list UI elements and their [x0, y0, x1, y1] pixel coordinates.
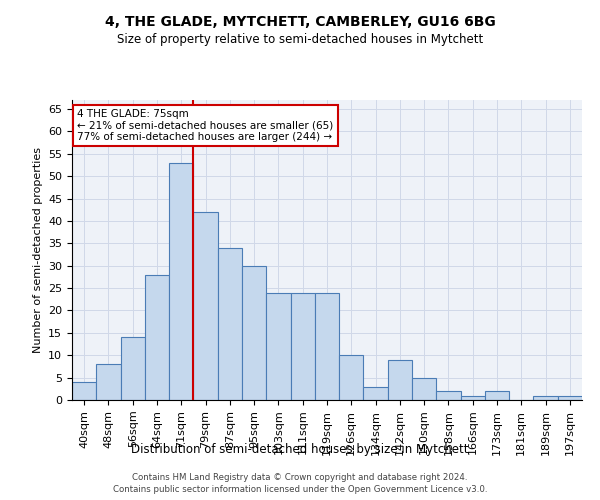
Bar: [193, 212, 218, 400]
Bar: [558, 396, 582, 400]
Bar: [72, 382, 96, 400]
Text: Contains public sector information licensed under the Open Government Licence v3: Contains public sector information licen…: [113, 485, 487, 494]
Bar: [290, 292, 315, 400]
Text: Distribution of semi-detached houses by size in Mytchett: Distribution of semi-detached houses by …: [131, 442, 469, 456]
Text: Contains HM Land Registry data © Crown copyright and database right 2024.: Contains HM Land Registry data © Crown c…: [132, 472, 468, 482]
Bar: [242, 266, 266, 400]
Text: 4 THE GLADE: 75sqm
← 21% of semi-detached houses are smaller (65)
77% of semi-de: 4 THE GLADE: 75sqm ← 21% of semi-detache…: [77, 109, 334, 142]
Text: Size of property relative to semi-detached houses in Mytchett: Size of property relative to semi-detach…: [117, 32, 483, 46]
Bar: [145, 274, 169, 400]
Bar: [436, 391, 461, 400]
Bar: [339, 355, 364, 400]
Bar: [218, 248, 242, 400]
Bar: [533, 396, 558, 400]
Bar: [412, 378, 436, 400]
Bar: [388, 360, 412, 400]
Text: 4, THE GLADE, MYTCHETT, CAMBERLEY, GU16 6BG: 4, THE GLADE, MYTCHETT, CAMBERLEY, GU16 …: [104, 15, 496, 29]
Y-axis label: Number of semi-detached properties: Number of semi-detached properties: [32, 147, 43, 353]
Bar: [485, 391, 509, 400]
Bar: [315, 292, 339, 400]
Bar: [461, 396, 485, 400]
Bar: [169, 162, 193, 400]
Bar: [364, 386, 388, 400]
Bar: [266, 292, 290, 400]
Bar: [96, 364, 121, 400]
Bar: [121, 338, 145, 400]
